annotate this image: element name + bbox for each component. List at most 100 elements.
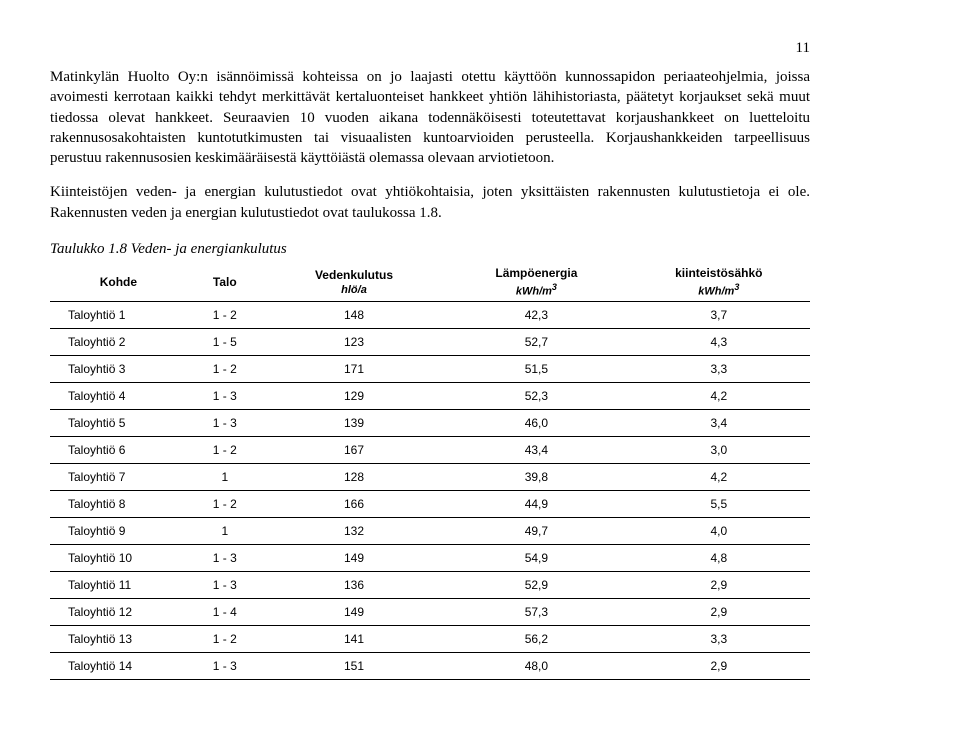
cell-sahko: 3,3 [628,356,810,383]
cell-veden: 149 [263,599,445,626]
cell-talo: 1 - 3 [187,383,263,410]
cell-sahko: 4,2 [628,383,810,410]
cell-kohde: Taloyhtiö 9 [50,518,187,545]
consumption-table: Kohde Talo Vedenkulutus hlö/a Lämpöenerg… [50,262,810,681]
cell-lampo: 39,8 [445,464,627,491]
col-lampo-unit: kWh/m3 [451,282,621,298]
cell-lampo: 56,2 [445,626,627,653]
col-veden: Vedenkulutus hlö/a [263,262,445,302]
cell-sahko: 3,3 [628,626,810,653]
cell-talo: 1 - 3 [187,572,263,599]
table-row: Taloyhtiö 61 - 216743,43,0 [50,437,810,464]
col-sahko-label: kiinteistösähkö [675,266,762,280]
cell-lampo: 49,7 [445,518,627,545]
cell-sahko: 3,0 [628,437,810,464]
table-row: Taloyhtiö 11 - 214842,33,7 [50,302,810,329]
cell-talo: 1 - 2 [187,302,263,329]
page-number: 11 [50,40,810,57]
cell-kohde: Taloyhtiö 1 [50,302,187,329]
cell-veden: 167 [263,437,445,464]
cell-talo: 1 - 3 [187,410,263,437]
cell-veden: 166 [263,491,445,518]
cell-kohde: Taloyhtiö 5 [50,410,187,437]
col-sahko: kiinteistösähkö kWh/m3 [628,262,810,302]
paragraph-2: Kiinteistöjen veden- ja energian kulutus… [50,182,810,223]
cell-sahko: 4,8 [628,545,810,572]
cell-lampo: 57,3 [445,599,627,626]
col-kohde: Kohde [50,262,187,302]
cell-kohde: Taloyhtiö 4 [50,383,187,410]
table-row: Taloyhtiö 121 - 414957,32,9 [50,599,810,626]
cell-sahko: 4,3 [628,329,810,356]
table-title: Taulukko 1.8 Veden- ja energiankulutus [50,241,810,258]
col-talo: Talo [187,262,263,302]
cell-veden: 149 [263,545,445,572]
cell-veden: 132 [263,518,445,545]
paragraph-1: Matinkylän Huolto Oy:n isännöimissä koht… [50,67,810,168]
cell-kohde: Taloyhtiö 11 [50,572,187,599]
table-row: Taloyhtiö 81 - 216644,95,5 [50,491,810,518]
table-row: Taloyhtiö 51 - 313946,03,4 [50,410,810,437]
table-row: Taloyhtiö 31 - 217151,53,3 [50,356,810,383]
cell-lampo: 52,9 [445,572,627,599]
cell-lampo: 52,3 [445,383,627,410]
cell-talo: 1 - 2 [187,626,263,653]
table-row: Taloyhtiö 141 - 315148,02,9 [50,653,810,680]
cell-veden: 151 [263,653,445,680]
cell-sahko: 4,2 [628,464,810,491]
table-body: Taloyhtiö 11 - 214842,33,7Taloyhtiö 21 -… [50,302,810,680]
cell-veden: 123 [263,329,445,356]
cell-kohde: Taloyhtiö 14 [50,653,187,680]
cell-talo: 1 - 2 [187,491,263,518]
cell-kohde: Taloyhtiö 7 [50,464,187,491]
cell-sahko: 3,7 [628,302,810,329]
cell-sahko: 2,9 [628,599,810,626]
table-row: Taloyhtiö 131 - 214156,23,3 [50,626,810,653]
col-veden-unit: hlö/a [269,284,439,296]
cell-kohde: Taloyhtiö 8 [50,491,187,518]
cell-kohde: Taloyhtiö 3 [50,356,187,383]
cell-lampo: 54,9 [445,545,627,572]
table-row: Taloyhtiö 101 - 314954,94,8 [50,545,810,572]
cell-veden: 136 [263,572,445,599]
table-row: Taloyhtiö 21 - 512352,74,3 [50,329,810,356]
cell-veden: 128 [263,464,445,491]
cell-veden: 148 [263,302,445,329]
cell-lampo: 46,0 [445,410,627,437]
table-header-row: Kohde Talo Vedenkulutus hlö/a Lämpöenerg… [50,262,810,302]
cell-kohde: Taloyhtiö 2 [50,329,187,356]
cell-talo: 1 - 2 [187,356,263,383]
cell-talo: 1 [187,464,263,491]
cell-lampo: 48,0 [445,653,627,680]
table-row: Taloyhtiö 111 - 313652,92,9 [50,572,810,599]
cell-sahko: 4,0 [628,518,810,545]
cell-kohde: Taloyhtiö 6 [50,437,187,464]
cell-kohde: Taloyhtiö 12 [50,599,187,626]
cell-kohde: Taloyhtiö 13 [50,626,187,653]
cell-veden: 171 [263,356,445,383]
cell-sahko: 3,4 [628,410,810,437]
cell-talo: 1 - 3 [187,653,263,680]
cell-sahko: 5,5 [628,491,810,518]
cell-lampo: 43,4 [445,437,627,464]
col-lampo-label: Lämpöenergia [495,266,577,280]
cell-talo: 1 [187,518,263,545]
cell-sahko: 2,9 [628,572,810,599]
table-row: Taloyhtiö 9113249,74,0 [50,518,810,545]
cell-talo: 1 - 4 [187,599,263,626]
cell-lampo: 52,7 [445,329,627,356]
cell-veden: 141 [263,626,445,653]
cell-kohde: Taloyhtiö 10 [50,545,187,572]
cell-veden: 139 [263,410,445,437]
cell-lampo: 44,9 [445,491,627,518]
table-row: Taloyhtiö 41 - 312952,34,2 [50,383,810,410]
col-veden-label: Vedenkulutus [315,268,393,282]
col-sahko-unit: kWh/m3 [634,282,804,298]
cell-talo: 1 - 5 [187,329,263,356]
cell-lampo: 42,3 [445,302,627,329]
cell-talo: 1 - 2 [187,437,263,464]
cell-sahko: 2,9 [628,653,810,680]
cell-veden: 129 [263,383,445,410]
cell-lampo: 51,5 [445,356,627,383]
col-lampo: Lämpöenergia kWh/m3 [445,262,627,302]
